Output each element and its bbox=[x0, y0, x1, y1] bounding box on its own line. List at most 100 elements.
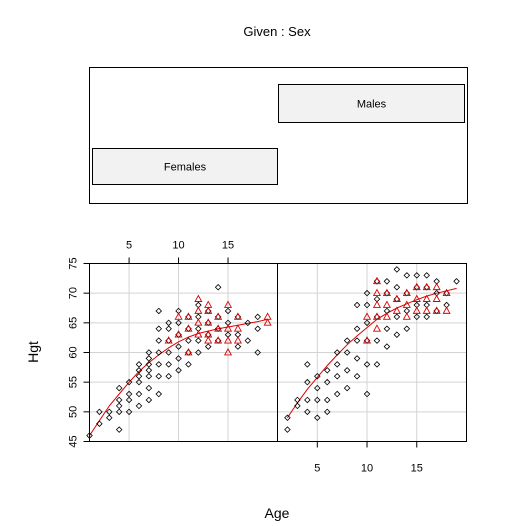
data-point-diamond bbox=[145, 372, 153, 380]
data-point-triangle bbox=[432, 306, 441, 314]
data-point-triangle bbox=[402, 300, 411, 308]
data-point-triangle bbox=[184, 347, 193, 356]
data-point-diamond bbox=[135, 390, 143, 398]
data-point-diamond bbox=[135, 361, 143, 368]
data-point-diamond bbox=[155, 349, 163, 356]
x-tick-label: 15 bbox=[222, 240, 234, 252]
data-point-diamond bbox=[145, 349, 153, 356]
data-point-diamond bbox=[453, 278, 460, 285]
data-point-diamond bbox=[353, 372, 361, 380]
data-point-diamond bbox=[353, 301, 361, 309]
data-point-diamond bbox=[125, 408, 133, 416]
data-point-diamond bbox=[115, 384, 123, 392]
data-point-triangle bbox=[362, 336, 372, 344]
data-point-diamond bbox=[145, 384, 153, 392]
data-point-diamond bbox=[363, 390, 371, 398]
given-strip-females bbox=[92, 148, 278, 185]
x-tick-label: 10 bbox=[361, 463, 373, 475]
data-point-diamond bbox=[244, 337, 252, 344]
data-point-triangle bbox=[223, 347, 233, 356]
data-point-triangle bbox=[233, 336, 242, 344]
data-point-diamond bbox=[234, 343, 242, 350]
data-point-triangle bbox=[204, 330, 213, 338]
data-point-diamond bbox=[284, 426, 291, 433]
data-point-diamond bbox=[175, 343, 182, 350]
data-point-diamond bbox=[393, 266, 401, 273]
data-point-triangle bbox=[402, 312, 411, 320]
data-point-diamond bbox=[314, 396, 321, 404]
data-point-triangle bbox=[372, 288, 382, 297]
data-point-triangle bbox=[263, 312, 272, 320]
data-point-triangle bbox=[412, 306, 421, 314]
data-point-diamond bbox=[165, 372, 172, 380]
data-point-diamond bbox=[423, 313, 430, 321]
x-tick-label: 5 bbox=[314, 463, 320, 475]
given-strips: Females Males bbox=[92, 84, 465, 185]
data-point-diamond bbox=[383, 325, 391, 333]
chart-title: Given : Sex bbox=[243, 24, 311, 39]
data-point-triangle bbox=[382, 300, 391, 308]
data-point-diamond bbox=[333, 372, 341, 380]
data-point-diamond bbox=[393, 283, 401, 291]
data-point-diamond bbox=[96, 420, 103, 427]
data-point-diamond bbox=[145, 361, 153, 368]
data-point-diamond bbox=[115, 396, 123, 404]
data-point-diamond bbox=[195, 349, 202, 356]
data-point-diamond bbox=[314, 414, 321, 422]
data-point-diamond bbox=[333, 361, 341, 368]
data-point-diamond bbox=[175, 319, 182, 327]
data-point-diamond bbox=[413, 313, 421, 321]
data-point-diamond bbox=[165, 319, 172, 327]
data-point-diamond bbox=[155, 307, 163, 315]
data-point-diamond bbox=[165, 325, 172, 333]
data-point-triangle bbox=[204, 300, 213, 308]
data-point-triangle bbox=[412, 294, 421, 302]
data-point-diamond bbox=[323, 367, 331, 374]
data-point-diamond bbox=[135, 378, 143, 386]
data-point-diamond bbox=[185, 361, 192, 368]
data-point-diamond bbox=[145, 355, 153, 362]
data-point-triangle bbox=[412, 282, 421, 291]
data-point-triangle bbox=[184, 312, 193, 320]
data-point-diamond bbox=[403, 325, 411, 333]
y-tick-label: 55 bbox=[68, 376, 80, 388]
data-point-diamond bbox=[165, 361, 172, 368]
data-point-triangle bbox=[204, 336, 213, 344]
data-point-diamond bbox=[363, 361, 371, 368]
data-point-diamond bbox=[304, 378, 311, 386]
data-point-diamond bbox=[135, 367, 143, 374]
data-point-triangle bbox=[442, 288, 451, 297]
y-tick-label: 65 bbox=[68, 317, 80, 329]
data-point-triangle bbox=[233, 312, 242, 320]
given-strip-label: Males bbox=[357, 99, 387, 111]
data-point-triangle bbox=[432, 282, 441, 291]
data-point-diamond bbox=[413, 272, 421, 279]
x-tick-label: 5 bbox=[126, 240, 132, 252]
data-point-diamond bbox=[353, 325, 361, 333]
axes-layer: 5 10 15 45 50 55 60 65 70 75 5 10 15 bbox=[68, 240, 423, 475]
data-point-triangle bbox=[223, 336, 233, 344]
data-point-diamond bbox=[304, 361, 311, 368]
data-point-triangle bbox=[442, 306, 451, 314]
data-point-diamond bbox=[393, 313, 401, 321]
data-point-diamond bbox=[304, 408, 311, 416]
data-point-diamond bbox=[145, 396, 153, 404]
data-point-diamond bbox=[383, 343, 391, 350]
y-tick-label: 60 bbox=[68, 346, 80, 358]
x-tick-label: 15 bbox=[411, 463, 423, 475]
data-point-diamond bbox=[185, 337, 192, 344]
data-point-diamond bbox=[254, 325, 261, 333]
data-point-diamond bbox=[115, 426, 123, 433]
given-strip-label: Females bbox=[164, 162, 207, 174]
data-point-triangle bbox=[164, 336, 173, 344]
data-point-triangle bbox=[382, 288, 391, 297]
data-point-diamond bbox=[165, 349, 172, 356]
data-point-diamond bbox=[195, 337, 202, 344]
data-point-diamond bbox=[363, 289, 371, 297]
data-point-diamond bbox=[125, 390, 133, 398]
data-point-triangle bbox=[422, 282, 431, 291]
data-point-diamond bbox=[135, 402, 143, 410]
data-point-triangle bbox=[204, 318, 213, 326]
data-point-triangle bbox=[194, 318, 203, 326]
